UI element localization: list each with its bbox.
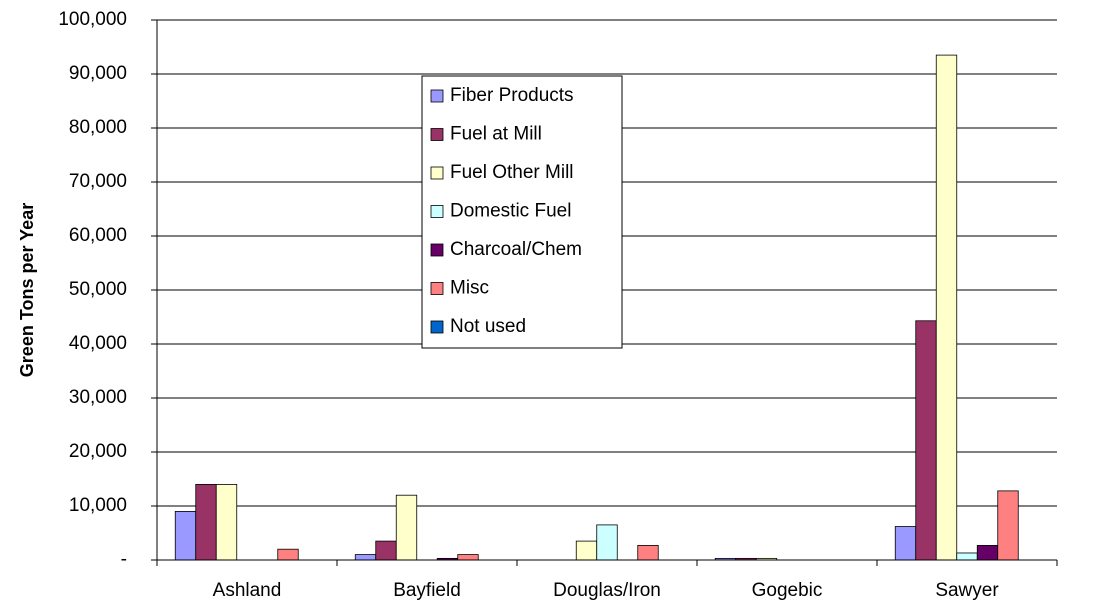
bar [395,494,418,561]
x-tick-label: Sawyer [935,580,999,601]
legend-label: Fiber Products [450,85,574,106]
bar [997,490,1019,561]
bar [575,540,598,561]
x-tick-label: Bayfield [393,580,461,601]
legend: Fiber Products Fuel at Mill Fuel Other Mil… [421,75,623,349]
bar [354,554,377,561]
legend-label: Misc [450,278,489,299]
legend-label: Fuel at Mill [450,124,542,145]
bar [935,54,958,561]
y-tick-label: 60,000 [69,225,127,246]
bar [215,483,238,561]
y-axis-label: Green Tons per Year [17,203,37,377]
x-tick-label: Ashland [213,580,282,601]
bar [894,526,917,561]
x-tick-label: Douglas/Iron [553,580,661,601]
y-tick-label: 10,000 [69,495,127,516]
bar [375,540,397,561]
legend-label: Domestic Fuel [450,201,571,222]
legend-swatch [430,89,444,103]
bar [195,483,217,561]
bar [956,552,978,561]
y-tick-label: 20,000 [69,441,127,462]
bar [174,510,197,561]
bar [596,524,618,561]
y-tick-label: 50,000 [69,279,127,300]
y-tick-label: 100,000 [58,9,127,30]
bar [277,548,299,561]
legend-label: Not used [450,316,526,337]
x-tick-label: Gogebic [752,580,823,601]
y-tick-label: 70,000 [69,171,127,192]
legend-box [421,75,623,349]
legend-swatch [430,282,444,295]
bar [915,320,937,561]
y-tick-label: 90,000 [69,63,127,84]
legend-swatch [430,320,444,334]
bar [457,554,479,561]
legend-label: Charcoal/Chem [450,239,582,260]
legend-swatch [430,166,444,180]
bar [976,545,999,561]
y-tick-label: 30,000 [69,387,127,408]
y-tick-label: - [121,549,127,570]
bar [637,545,659,561]
y-tick-label: 80,000 [69,117,127,138]
legend-swatch [430,128,444,141]
legend-swatch [430,243,444,257]
legend-label: Fuel Other Mill [450,162,574,183]
legend-swatch [430,205,444,218]
y-tick-label: 40,000 [69,333,127,354]
